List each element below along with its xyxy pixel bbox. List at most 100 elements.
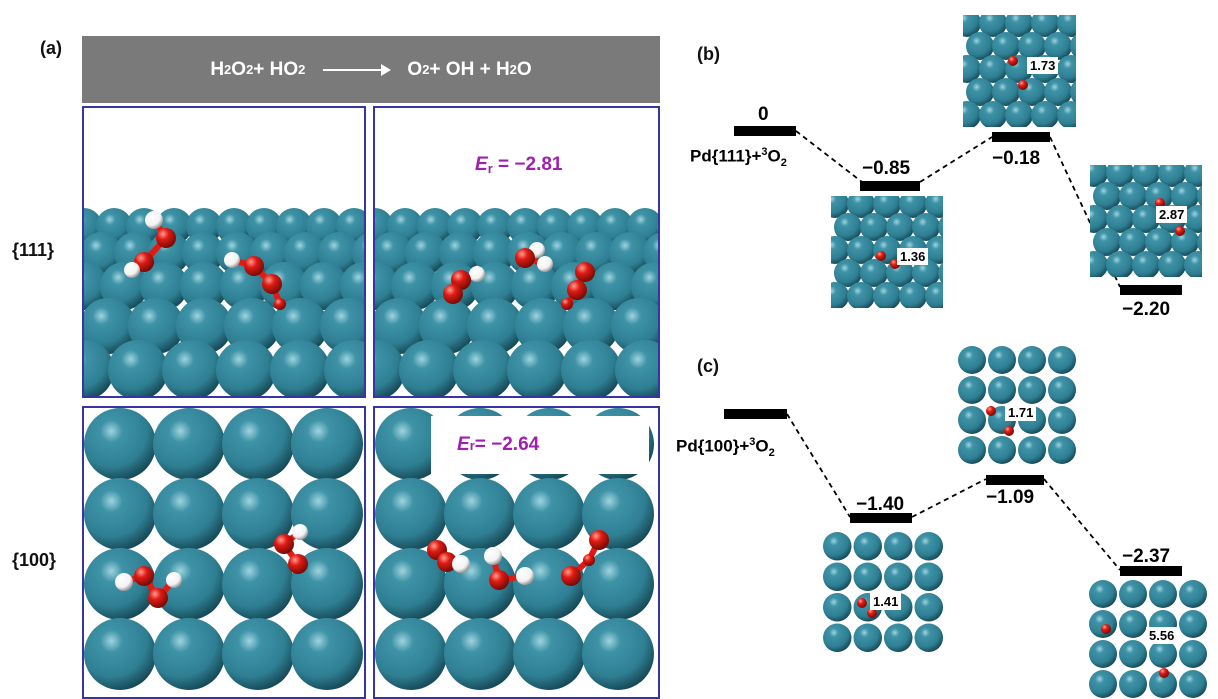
hydrogen-atom xyxy=(469,266,485,282)
pd-atom xyxy=(1184,205,1202,233)
ref-c-sup: 3 xyxy=(749,436,756,448)
pd-atom xyxy=(1119,610,1147,638)
pd-atom xyxy=(182,232,224,274)
pd-atom xyxy=(1031,101,1059,127)
oxygen-atom xyxy=(589,530,609,550)
pd-atom xyxy=(1070,34,1076,58)
level-b-3 xyxy=(1120,285,1182,295)
hydrogen-atom xyxy=(452,555,470,573)
pd-atom xyxy=(222,408,294,480)
pd-atom xyxy=(216,340,276,396)
hydrogen-atom xyxy=(145,211,163,229)
level-b-1 xyxy=(860,181,920,191)
pd-atom xyxy=(324,340,364,396)
pd-atom xyxy=(1179,580,1207,608)
energy-c-3: −2.37 xyxy=(1122,546,1171,567)
pd-atom xyxy=(1149,670,1177,698)
reference-c: Pd{100}+3O2 xyxy=(676,436,775,459)
oxygen-atom xyxy=(1175,226,1185,236)
pd-atom xyxy=(84,340,114,396)
pd-atom xyxy=(958,346,986,374)
er-subscript-100: r xyxy=(469,437,475,453)
inset-c-3: 5.56 xyxy=(1086,577,1210,699)
level-b-2 xyxy=(992,132,1050,142)
pd-atom xyxy=(561,340,621,396)
pd-atom xyxy=(853,532,882,561)
er-100-value: = −2.64 xyxy=(474,434,540,455)
level-c-2 xyxy=(986,475,1044,485)
ref-b-pre: Pd{111}+ xyxy=(690,146,762,166)
oxygen-atom xyxy=(443,284,463,304)
pd-atom xyxy=(1119,670,1147,698)
pd-atom xyxy=(992,32,1020,60)
pd-atom xyxy=(375,340,405,396)
sub-2c: 2 xyxy=(298,62,306,77)
inset-b-1-image xyxy=(831,196,943,308)
pd-atom xyxy=(473,232,515,274)
pd-atom xyxy=(291,478,363,550)
pd-atom xyxy=(1184,251,1202,277)
distance-b-1: 1.36 xyxy=(897,248,929,265)
pd-atom xyxy=(1090,165,1108,187)
pd-atom xyxy=(162,340,222,396)
pd-atom xyxy=(1132,165,1160,187)
inset-b-3: 2.87 xyxy=(1090,165,1202,277)
structure-111-initial xyxy=(82,106,366,398)
pd-atom xyxy=(884,532,913,561)
pd-atom xyxy=(1132,205,1160,233)
pd-atom xyxy=(84,478,156,550)
oxygen-atom xyxy=(1159,668,1169,678)
pd-atom xyxy=(1179,640,1207,668)
reactant-o: O xyxy=(231,58,247,80)
pd-atom xyxy=(1145,182,1173,210)
oxygen-atom xyxy=(156,228,176,248)
oxygen-atom xyxy=(262,274,282,294)
pd-atom xyxy=(375,232,413,274)
energy-b-2: −0.18 xyxy=(992,148,1041,169)
panel-c-label: (c) xyxy=(697,356,719,376)
pd-atom xyxy=(1057,15,1076,37)
pd-atom xyxy=(1197,185,1202,207)
pd-atom xyxy=(1119,580,1147,608)
ref-b-sub: 2 xyxy=(780,157,787,170)
pd-atom xyxy=(1057,101,1076,127)
inset-b-2: 1.73 xyxy=(963,15,1076,127)
sub-2a: 2 xyxy=(224,62,232,77)
inset-c-2: 1.71 xyxy=(955,343,1079,467)
pd-atom xyxy=(860,259,888,287)
pd-atom xyxy=(1158,165,1186,187)
pd-atom xyxy=(823,562,852,591)
pd-atom xyxy=(1093,228,1121,256)
pd-atom xyxy=(340,262,364,310)
pd-atom xyxy=(591,262,639,310)
inset-b-2-image xyxy=(963,15,1076,127)
energy-b-1: −0.85 xyxy=(862,158,911,179)
oxygen-atom xyxy=(1155,198,1165,208)
oxygen-atom xyxy=(244,256,264,276)
pd-atom xyxy=(860,213,888,241)
pd-atom xyxy=(847,236,875,264)
inset-c-1: 1.41 xyxy=(820,529,946,655)
hydrogen-atom xyxy=(115,573,133,591)
pd-atom xyxy=(1149,640,1177,668)
pd-atom xyxy=(84,618,156,690)
pd-atom xyxy=(886,213,914,241)
pd-atom xyxy=(963,15,981,37)
oxygen-atom xyxy=(867,608,877,618)
oxygen-atom xyxy=(1004,426,1014,436)
pd-atom xyxy=(884,562,913,591)
oxygen-atom xyxy=(876,251,886,261)
pd-atom xyxy=(1106,165,1134,187)
pd-atom xyxy=(1171,182,1199,210)
pd-atom xyxy=(1089,640,1117,668)
ref-b-sup: 3 xyxy=(761,146,768,158)
hydrogen-atom xyxy=(537,256,553,272)
pd-atom xyxy=(831,236,849,264)
oxygen-atom xyxy=(1101,624,1111,634)
pd-atom xyxy=(853,623,882,652)
pd-atom xyxy=(180,262,228,310)
level-b-0 xyxy=(734,126,796,136)
pd-atom xyxy=(375,618,447,690)
